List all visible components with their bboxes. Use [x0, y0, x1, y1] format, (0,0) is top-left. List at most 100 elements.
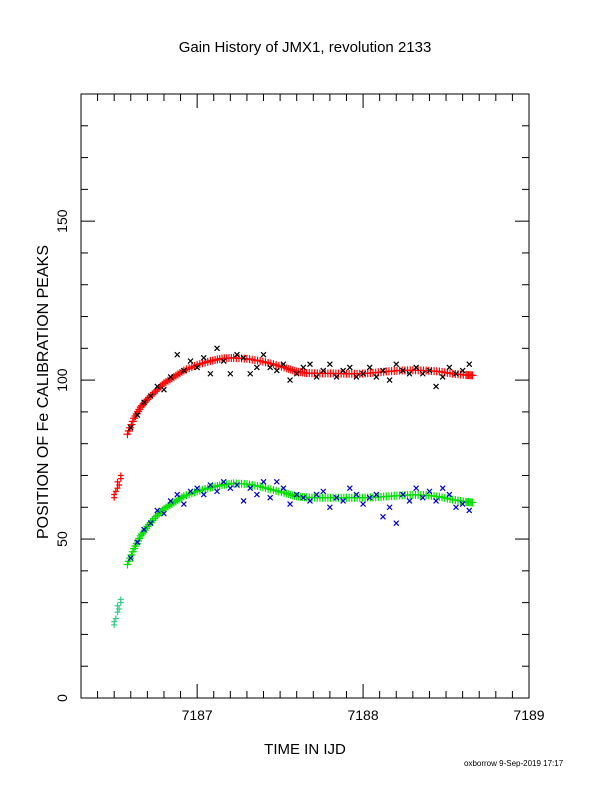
upper_raw-point — [373, 374, 380, 380]
lower_raw-point — [187, 488, 194, 495]
x-tick-label: 7189 — [513, 707, 544, 723]
data-points — [111, 345, 477, 628]
upper_raw-point — [340, 367, 347, 374]
lower_raw-point — [340, 497, 347, 504]
x-axis-label: TIME IN IJD — [264, 741, 346, 758]
upper_raw-point — [207, 370, 214, 377]
upper_raw-point — [227, 370, 234, 377]
upper_raw-point — [413, 364, 420, 371]
upper_raw-point — [247, 370, 254, 377]
lower_raw-point — [433, 497, 440, 504]
lower_raw-point — [399, 491, 406, 498]
lower_raw-point — [333, 494, 340, 501]
upper_raw-point — [260, 351, 267, 358]
upper_raw-point — [214, 345, 220, 352]
upper_raw-point — [240, 354, 247, 361]
upper_raw-point — [439, 374, 446, 380]
upper_raw-point — [161, 386, 167, 393]
lower_raw-point — [300, 494, 307, 501]
upper_raw-point — [287, 377, 293, 384]
lower_raw-point — [453, 504, 459, 511]
lower_raw-point — [161, 510, 167, 517]
lower_raw-point — [260, 478, 267, 485]
y-tick-label: 0 — [54, 694, 70, 702]
lower_raw-point — [240, 497, 247, 504]
upper_raw-point — [194, 364, 201, 371]
lower_raw-point — [200, 491, 207, 498]
lower_raw-point — [459, 501, 466, 508]
lower_raw-point — [287, 501, 293, 508]
upper_raw-point — [393, 361, 400, 368]
lower_raw-point — [393, 520, 400, 527]
lower_raw-point — [426, 488, 433, 495]
upper_raw-point — [253, 364, 260, 371]
x-tick-label: 7187 — [182, 707, 213, 723]
upper_raw-point — [320, 367, 327, 374]
upper_raw-point — [386, 377, 393, 384]
lower_raw-point — [174, 491, 181, 498]
lower_raw-point — [307, 497, 313, 504]
y-axis-label: POSITION OF Fe CALIBRATION PEAKS — [35, 245, 52, 539]
upper_raw-point — [267, 364, 274, 371]
lower_raw-point — [353, 491, 360, 498]
upper_raw-point — [307, 361, 313, 368]
lower_raw-point — [147, 520, 154, 527]
lower_raw-point — [366, 494, 373, 501]
lower_raw-point — [220, 478, 227, 485]
upper_raw-point — [433, 383, 440, 390]
lower_raw-point — [439, 485, 446, 492]
lower_raw-point — [293, 491, 300, 498]
lower_raw-point — [253, 491, 260, 498]
lower_raw-point — [419, 494, 426, 501]
upper_raw-point — [134, 412, 141, 418]
upper_raw-point — [280, 361, 287, 368]
upper_raw-point — [273, 367, 280, 374]
upper_raw-point — [399, 367, 406, 374]
upper_raw-point — [127, 424, 134, 431]
lower_raw-point — [273, 478, 280, 485]
upper_raw-point — [234, 351, 240, 358]
upper_raw-point — [466, 361, 473, 368]
plot-frame — [80, 93, 530, 699]
lower_raw-point — [214, 488, 220, 495]
upper_raw-point — [360, 370, 366, 377]
upper_raw-point — [366, 364, 373, 371]
y-tick-label: 150 — [54, 209, 70, 233]
lower_raw-point — [373, 491, 380, 498]
upper_raw-point — [187, 358, 194, 364]
upper_raw-point — [220, 358, 227, 364]
upper_raw-point — [406, 370, 413, 377]
upper_raw-point — [141, 399, 147, 406]
lower_raw-point — [346, 485, 353, 492]
lower_raw-point — [167, 497, 174, 504]
lower_raw-point — [280, 485, 287, 492]
lower_raw-point — [380, 513, 386, 520]
lower_raw-point — [154, 507, 161, 514]
upper_raw-point — [180, 367, 187, 374]
upper_raw-point — [333, 374, 340, 380]
upper_raw-point — [446, 364, 453, 371]
upper_raw-point — [174, 351, 181, 358]
chart-title: Gain History of JMX1, revolution 2133 — [179, 39, 432, 56]
y-tick-label: 100 — [54, 368, 70, 392]
upper_raw-point — [200, 354, 207, 361]
lower_raw-point — [134, 539, 141, 546]
x-tick-label: 7188 — [347, 707, 378, 723]
upper_raw-point — [300, 364, 307, 371]
upper_raw-point — [154, 383, 161, 390]
lower_raw-point — [194, 485, 201, 492]
lower_raw-point — [267, 494, 274, 501]
lower_raw-point — [326, 504, 333, 511]
upper_raw-point — [326, 361, 333, 368]
lower_raw-point — [247, 485, 254, 492]
upper_raw-point — [353, 374, 360, 380]
lower_raw-point — [446, 491, 453, 498]
upper_raw-point — [293, 370, 300, 377]
lower_raw-point — [127, 555, 134, 562]
upper_raw-point — [453, 370, 459, 377]
lower_raw-point — [320, 488, 327, 495]
lower_raw-point — [466, 507, 473, 514]
lower_raw-point — [386, 504, 393, 511]
lower_raw-point — [207, 482, 214, 488]
